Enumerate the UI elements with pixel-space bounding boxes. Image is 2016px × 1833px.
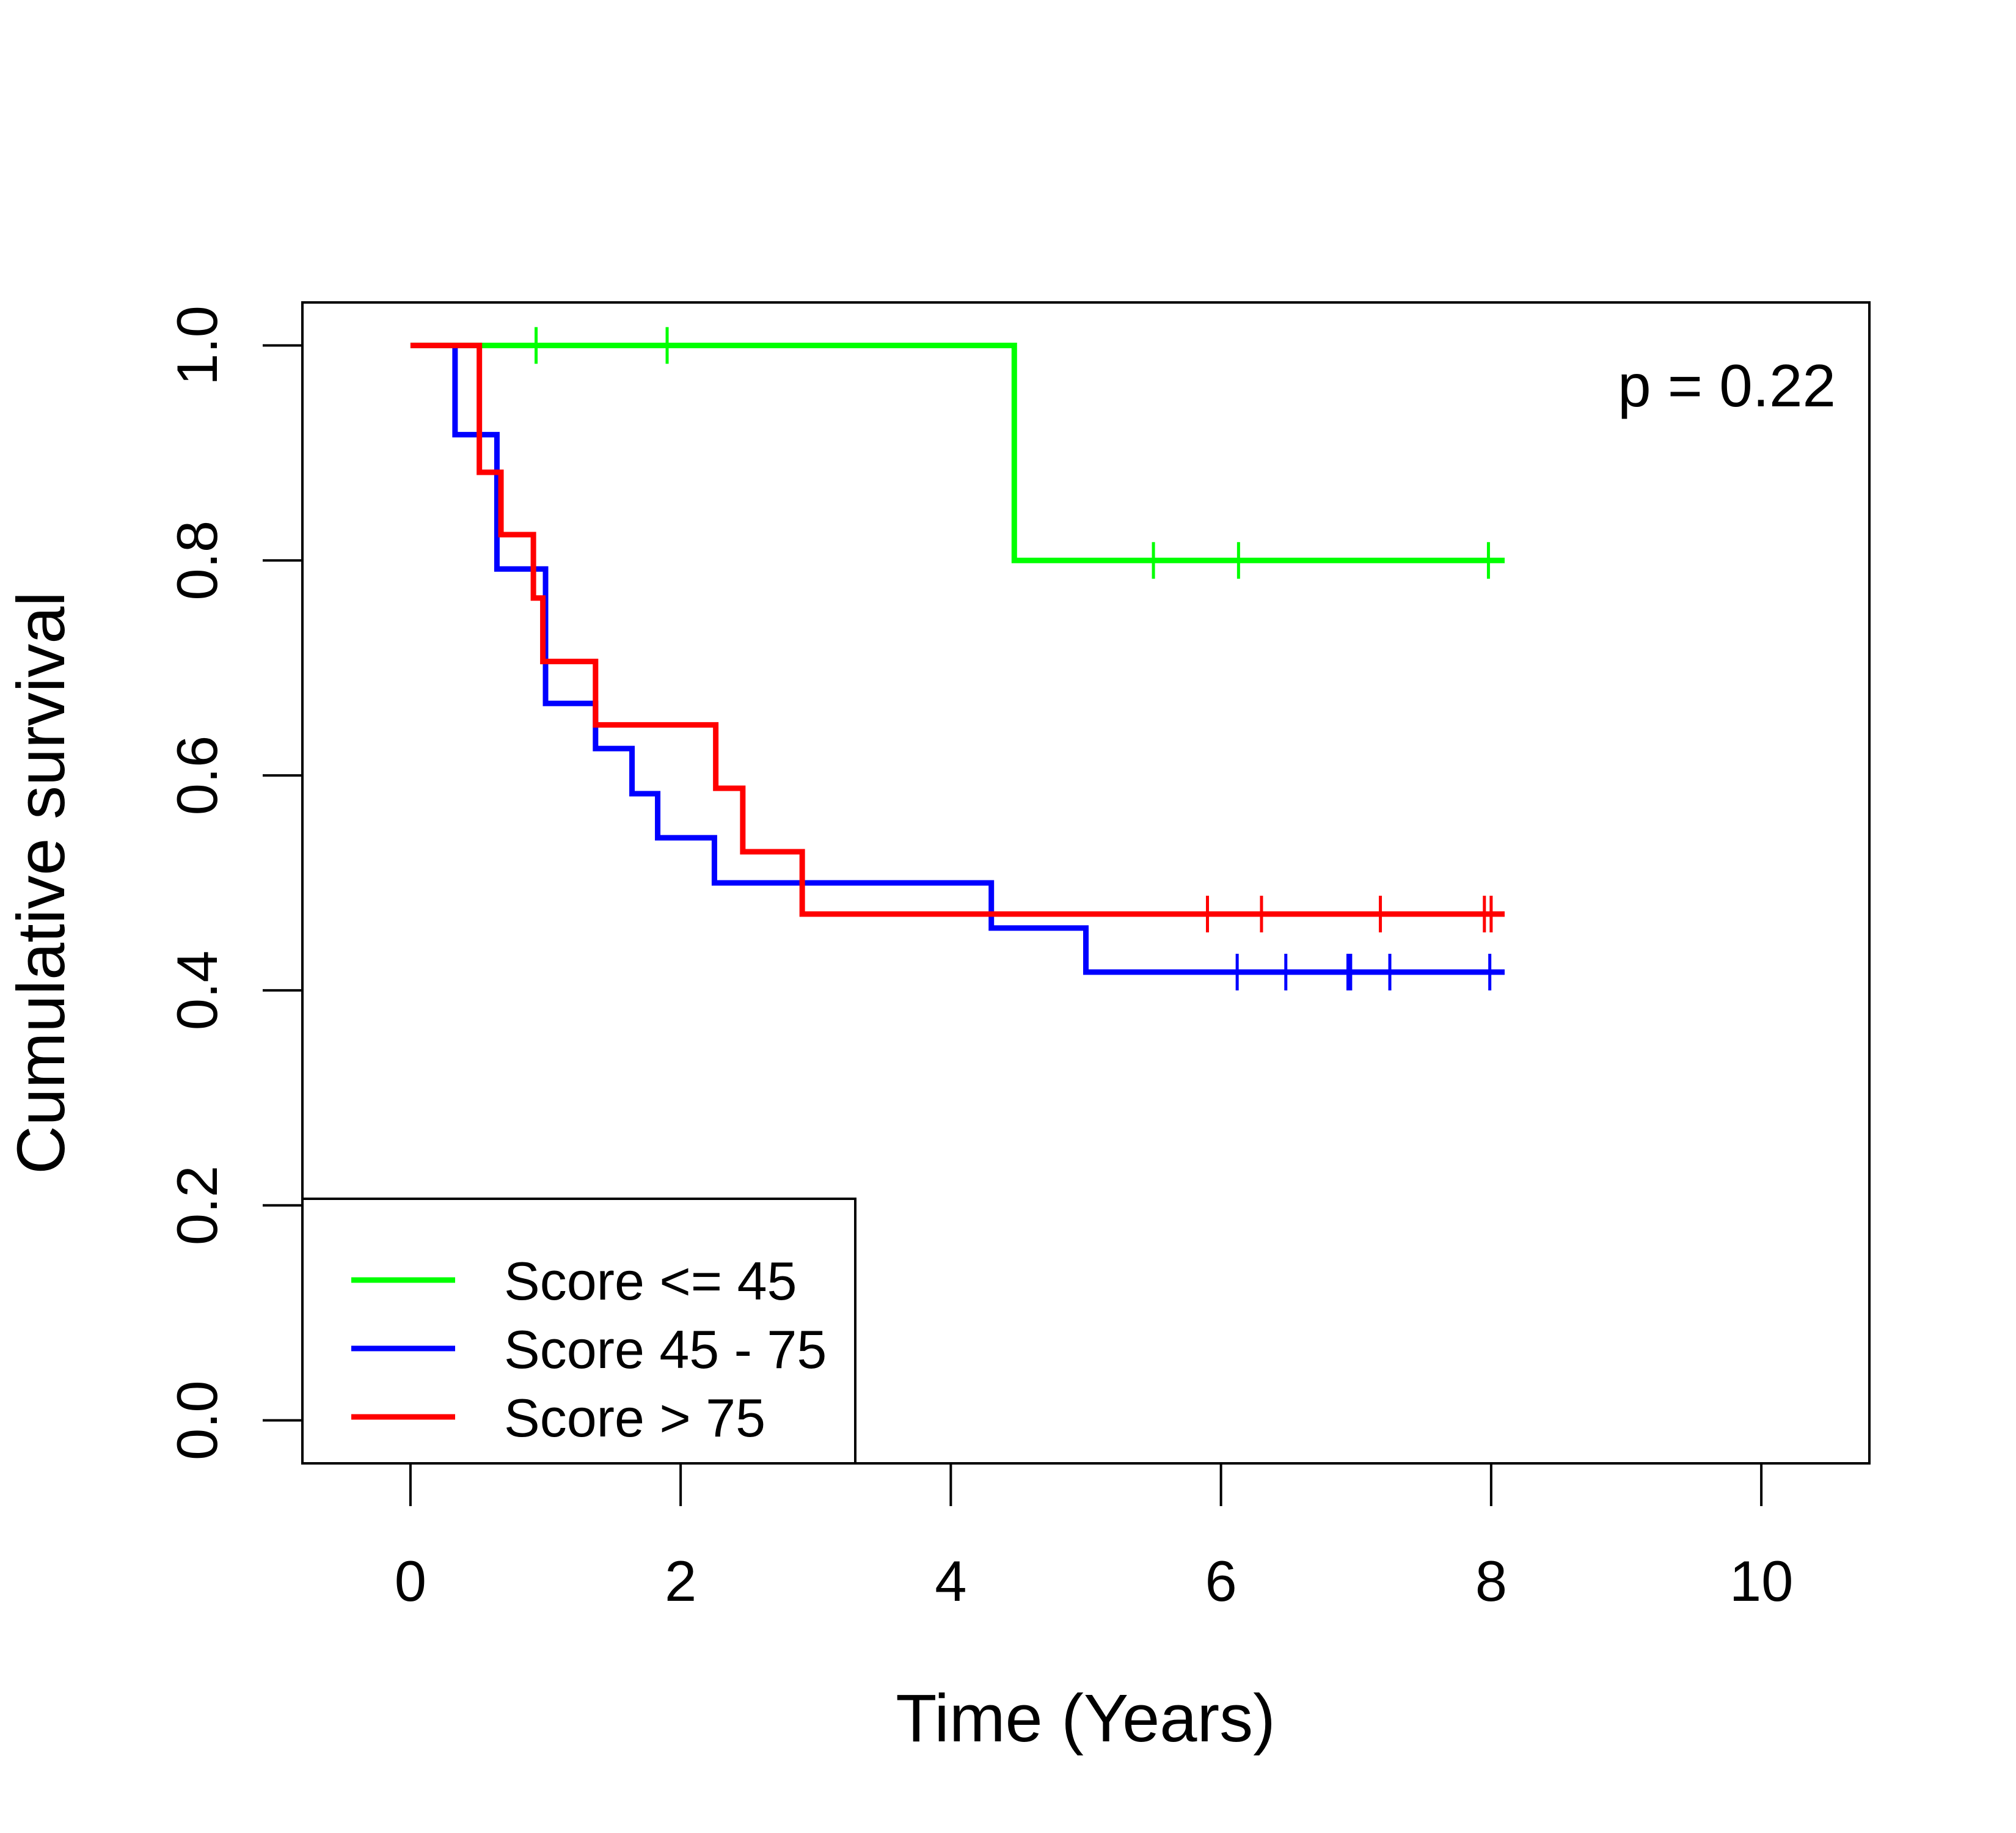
x-tick-label: 6 xyxy=(1205,1549,1236,1613)
y-tick-label: 0.8 xyxy=(165,521,229,601)
series-line xyxy=(410,342,1505,563)
series-line xyxy=(452,345,1505,975)
legend: Score <= 45 Score 45 - 75 Score > 75 xyxy=(301,1198,856,1465)
x-tick-label: 0 xyxy=(395,1549,426,1613)
y-axis-label: Cumulative survival xyxy=(4,591,79,1174)
p-value-annotation: p = 0.22 xyxy=(1618,352,1836,419)
plot-frame xyxy=(301,301,1871,1465)
x-axis-label: Time (Years) xyxy=(896,1681,1275,1756)
x-tick-label: 4 xyxy=(935,1549,966,1613)
y-tick-label: 0.6 xyxy=(165,736,229,816)
y-tick-label: 0.4 xyxy=(165,951,229,1031)
legend-label: Score 45 - 75 xyxy=(504,1319,827,1380)
legend-label: Score <= 45 xyxy=(504,1251,797,1311)
y-tick-label: 0.2 xyxy=(165,1165,229,1245)
survival-curves xyxy=(410,327,1505,991)
legend-label: Score > 75 xyxy=(504,1388,765,1448)
x-tick-label: 10 xyxy=(1729,1549,1794,1613)
series-line xyxy=(410,342,1505,917)
x-tick-label: 2 xyxy=(665,1549,696,1613)
y-tick-label: 0.0 xyxy=(165,1380,229,1460)
y-tick-label: 1.0 xyxy=(165,306,229,386)
x-tick-label: 8 xyxy=(1475,1549,1507,1613)
x-axis: 0 2 4 6 8 10 xyxy=(395,1463,1794,1613)
y-axis: 0.0 0.2 0.4 0.6 0.8 1.0 xyxy=(165,306,302,1460)
